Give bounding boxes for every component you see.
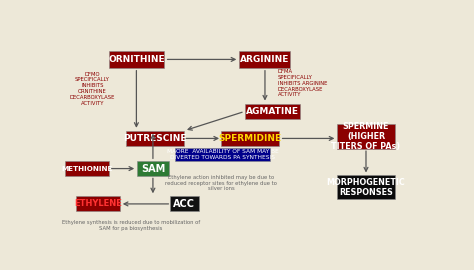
- Text: Ethylene synthesis is reduced due to mobilization of
SAM for pa biosynthesis: Ethylene synthesis is reduced due to mob…: [62, 220, 200, 231]
- FancyBboxPatch shape: [245, 103, 300, 119]
- FancyBboxPatch shape: [337, 124, 395, 149]
- FancyBboxPatch shape: [170, 197, 199, 211]
- Text: SPERMINE
(HIGHER
TITERS OF PAs): SPERMINE (HIGHER TITERS OF PAs): [331, 122, 401, 151]
- Text: MORPHOGENETIC
RESPONSES: MORPHOGENETIC RESPONSES: [327, 178, 405, 197]
- Text: ETHYLENE: ETHYLENE: [74, 200, 122, 208]
- FancyBboxPatch shape: [137, 161, 169, 176]
- Text: PUTRESCINE: PUTRESCINE: [123, 134, 186, 143]
- Text: DFMA
SPECIFICALLY
INHIBITS ARGININE
DECARBOXYLASE
ACTIVITY: DFMA SPECIFICALLY INHIBITS ARGININE DECA…: [278, 69, 327, 97]
- Text: MAORE  AVAILABILITY OF SAM MAY BE
DIVERTED TOWARDS PA SYNTHESIS: MAORE AVAILABILITY OF SAM MAY BE DIVERTE…: [167, 149, 279, 160]
- FancyBboxPatch shape: [76, 197, 119, 211]
- FancyBboxPatch shape: [126, 130, 184, 146]
- Text: DFMO
SPECIFICALLY
INHIBITS
ORNITHINE
DECARBOXYLASE
ACTIVITY: DFMO SPECIFICALLY INHIBITS ORNITHINE DEC…: [70, 72, 115, 106]
- FancyBboxPatch shape: [65, 161, 109, 176]
- Text: AGMATINE: AGMATINE: [246, 107, 299, 116]
- FancyBboxPatch shape: [221, 130, 280, 146]
- Text: ORNITHINE: ORNITHINE: [108, 55, 164, 64]
- Text: SPERMIDINE: SPERMIDINE: [219, 134, 282, 143]
- Text: ACC: ACC: [173, 199, 195, 209]
- FancyBboxPatch shape: [109, 51, 164, 68]
- Text: SAM: SAM: [141, 164, 165, 174]
- FancyBboxPatch shape: [239, 51, 291, 68]
- FancyBboxPatch shape: [175, 148, 270, 161]
- Text: METHIONINE: METHIONINE: [61, 166, 112, 171]
- Text: ARGININE: ARGININE: [240, 55, 290, 64]
- Text: Ethylene action inhibited may be due to
reduced receptor sites for ethylene due : Ethylene action inhibited may be due to …: [165, 175, 277, 191]
- FancyBboxPatch shape: [337, 176, 395, 199]
